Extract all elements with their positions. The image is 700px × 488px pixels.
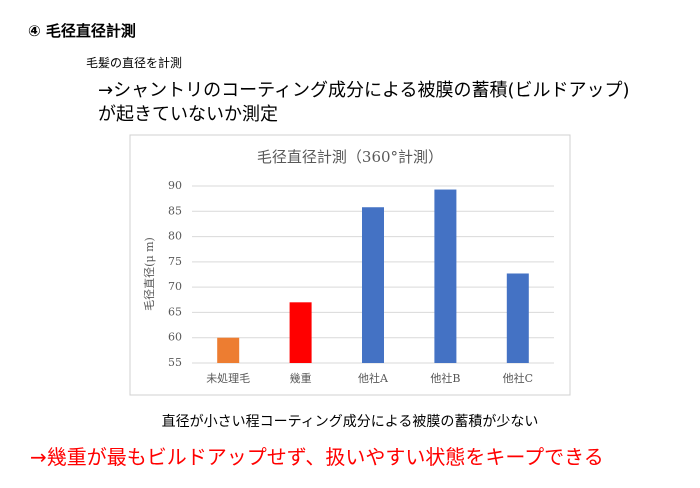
chart-title: 毛径直径計測（360°計測） <box>257 148 443 166</box>
y-tick-label: 70 <box>168 280 182 293</box>
conclusion: →幾重が最もビルドアップせず、扱いやすい状態をキープできる <box>30 445 604 469</box>
bar <box>289 302 312 363</box>
bar <box>217 337 240 363</box>
y-tick-label: 60 <box>168 331 182 344</box>
y-tick-label: 75 <box>168 255 182 268</box>
slide-title: ④ 毛径直径計測 <box>28 22 136 40</box>
bar <box>362 207 384 363</box>
bar <box>434 189 457 363</box>
note: 直径が小さい程コーティング成分による被膜の蓄積が少ない <box>161 414 539 430</box>
bar <box>506 273 529 363</box>
chart-frame <box>129 134 571 396</box>
x-tick-label: 未処理毛 <box>206 372 250 385</box>
x-tick-label: 他社B <box>430 371 460 385</box>
y-tick-label: 80 <box>168 230 182 243</box>
y-tick-label: 55 <box>168 356 182 369</box>
x-tick-label: 幾重 <box>290 371 312 385</box>
y-tick-label: 85 <box>168 204 182 217</box>
y-axis-label: 毛径直径(μ m) <box>142 237 156 311</box>
x-tick-label: 他社C <box>503 371 533 385</box>
subtitle: 毛髪の直径を計測 <box>86 56 183 70</box>
description-line: が起きていないか測定 <box>98 104 278 125</box>
y-tick-label: 90 <box>168 179 182 192</box>
x-tick-label: 他社A <box>358 371 389 385</box>
y-tick-label: 65 <box>168 305 182 318</box>
description-line: →シャントリのコーティング成分による被膜の蓄積(ビルドアップ) <box>98 80 630 101</box>
